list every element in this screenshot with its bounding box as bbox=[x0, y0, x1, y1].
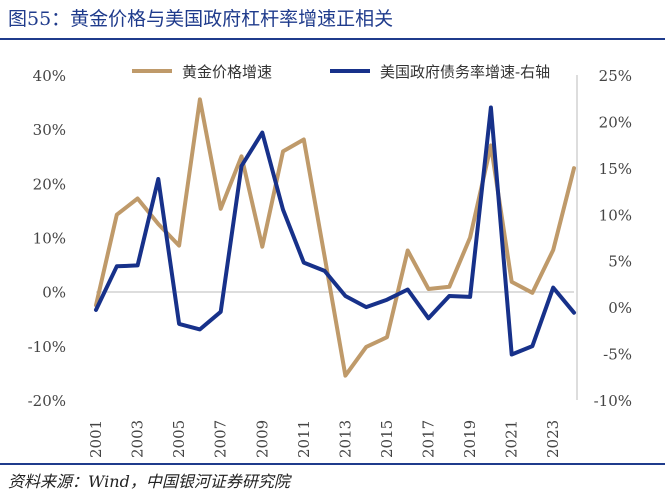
x-tick-label: 2001 bbox=[87, 420, 105, 458]
source-note: 资料来源：Wind，中国银河证券研究院 bbox=[8, 472, 290, 491]
y-left-tick-label: -10% bbox=[28, 338, 66, 356]
title-divider bbox=[0, 38, 665, 40]
y-left-tick-label: 40% bbox=[33, 67, 66, 85]
y-right-tick-label: 25% bbox=[599, 67, 632, 85]
y-left-tick-label: 10% bbox=[33, 230, 66, 248]
x-tick-label: 2009 bbox=[253, 420, 271, 458]
chart-title: 图55：黄金价格与美国政府杠杆率增速正相关 bbox=[8, 8, 394, 30]
x-tick-label: 2003 bbox=[129, 420, 147, 458]
y-right-tick-label: 20% bbox=[599, 113, 632, 131]
y-right-tick-label: -10% bbox=[594, 392, 632, 410]
y-right-tick-label: 15% bbox=[599, 160, 632, 178]
x-tick-label: 2015 bbox=[378, 420, 396, 458]
y-left-tick-label: 30% bbox=[33, 121, 66, 139]
x-tick-label: 2019 bbox=[461, 420, 479, 458]
y-right-tick-label: 10% bbox=[599, 206, 632, 224]
legend-label: 黄金价格增速 bbox=[182, 63, 272, 81]
x-tick-label: 2011 bbox=[295, 420, 313, 458]
y-left-tick-label: -20% bbox=[28, 392, 66, 410]
x-tick-label: 2013 bbox=[336, 420, 354, 458]
x-tick-label: 2007 bbox=[212, 420, 230, 458]
chart-legend: 黄金价格增速 美国政府债务率增速-右轴 bbox=[132, 63, 550, 81]
x-tick-label: 2017 bbox=[420, 420, 438, 458]
y-right-tick-label: 0% bbox=[608, 299, 632, 317]
us-debt-ratio-growth-line bbox=[94, 105, 576, 357]
legend-label: 美国政府债务率增速-右轴 bbox=[380, 63, 550, 81]
chart-series bbox=[94, 97, 576, 378]
x-tick-label: 2021 bbox=[503, 420, 521, 458]
x-tick-label: 2005 bbox=[170, 420, 188, 458]
y-left-tick-label: 20% bbox=[33, 175, 66, 193]
x-tick-label: 2023 bbox=[544, 420, 562, 458]
chart-axes: 40% 30% 20% 10% 0% -10% -20% 25% 20% 15% 10% 5% 0% -5… bbox=[28, 67, 632, 458]
footer-divider bbox=[0, 463, 665, 465]
y-left-tick-label: 0% bbox=[42, 284, 66, 302]
y-right-tick-label: -5% bbox=[603, 346, 632, 364]
y-right-tick-label: 5% bbox=[608, 253, 632, 271]
